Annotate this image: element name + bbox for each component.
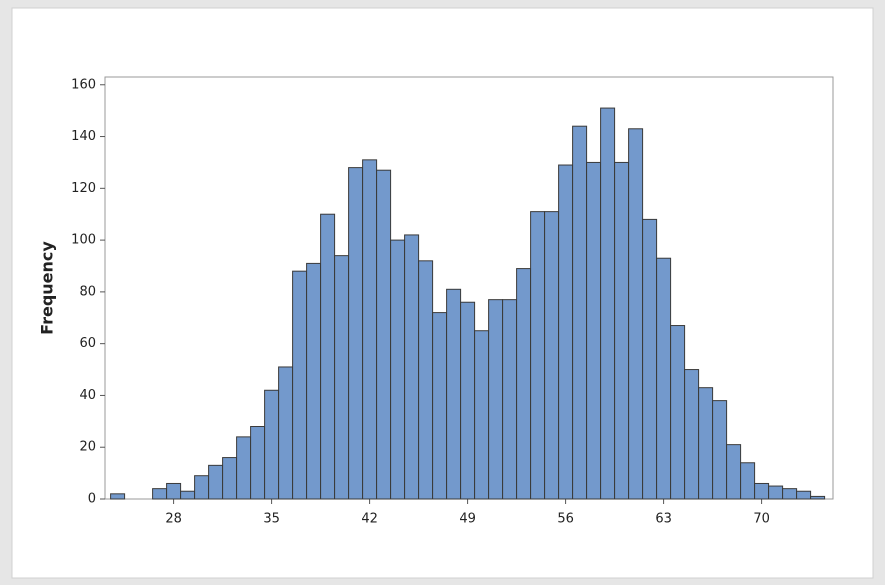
bar	[110, 493, 126, 500]
bar	[194, 475, 210, 500]
bar	[152, 488, 168, 500]
bar	[572, 125, 588, 500]
x-tick-label: 56	[557, 512, 574, 527]
y-tick-label: 60	[79, 336, 96, 351]
bar	[754, 482, 770, 500]
bar	[166, 482, 182, 500]
y-tick-label: 120	[71, 181, 96, 196]
bar	[264, 389, 280, 500]
bar	[544, 211, 560, 500]
bar	[530, 211, 546, 500]
bar	[614, 161, 630, 500]
bar	[726, 444, 742, 500]
bar	[390, 239, 406, 500]
bar	[768, 485, 784, 500]
bar	[502, 299, 518, 500]
y-tick-label: 140	[71, 129, 96, 144]
bar	[474, 330, 490, 500]
x-tick-label: 63	[655, 512, 672, 527]
bar	[810, 495, 826, 500]
bar	[782, 488, 798, 500]
y-tick-label: 160	[71, 77, 96, 92]
bar	[600, 107, 616, 500]
bar	[334, 255, 350, 500]
bar	[362, 159, 378, 500]
bar	[488, 299, 504, 500]
y-tick-label: 80	[79, 284, 96, 299]
bar	[180, 490, 196, 500]
bar	[446, 288, 462, 500]
bar	[740, 462, 756, 500]
bar	[628, 128, 644, 500]
bar	[278, 366, 294, 500]
bar	[292, 270, 308, 500]
y-tick-label: 0	[88, 492, 96, 507]
bar	[418, 260, 434, 500]
y-axis-label: Frequency	[38, 241, 57, 335]
bar	[712, 400, 728, 500]
bar	[516, 268, 532, 500]
bar	[222, 457, 238, 500]
y-tick-label: 20	[79, 440, 96, 455]
bar	[586, 161, 602, 500]
bar	[642, 218, 658, 500]
bar	[208, 464, 224, 500]
x-tick-label: 28	[165, 512, 182, 527]
bar	[236, 436, 252, 500]
bar	[320, 213, 336, 500]
bar	[376, 169, 392, 500]
bar	[558, 164, 574, 500]
bar	[698, 387, 714, 500]
x-tick-label: 42	[361, 512, 378, 527]
y-tick-label: 100	[71, 233, 96, 248]
bar	[796, 490, 812, 500]
bar	[306, 262, 322, 500]
y-tick-label: 40	[79, 388, 96, 403]
x-tick-label: 35	[263, 512, 280, 527]
x-tick-label: 49	[459, 512, 476, 527]
bar	[348, 167, 364, 500]
x-tick-label: 70	[753, 512, 770, 527]
bar	[432, 312, 448, 500]
bar	[250, 426, 266, 500]
bar	[684, 369, 700, 500]
bar	[404, 234, 420, 500]
bar	[656, 257, 672, 500]
bar	[670, 325, 686, 500]
bar	[460, 301, 476, 500]
